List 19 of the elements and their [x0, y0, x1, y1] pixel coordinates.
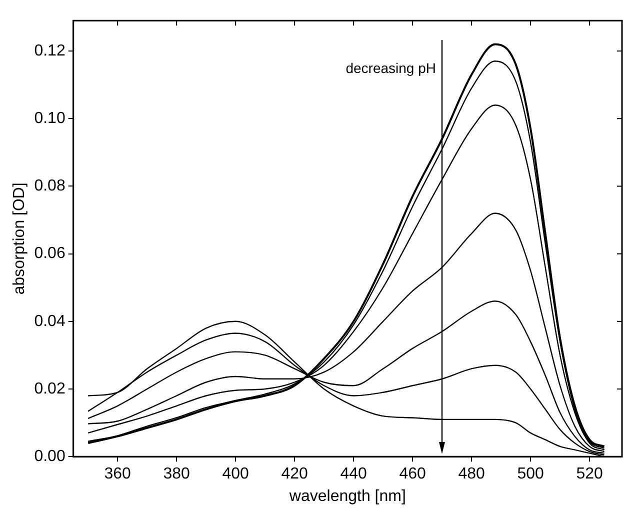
x-tick-label: 360	[104, 466, 132, 483]
y-tick-label: 0.10	[34, 110, 66, 128]
x-tick-label: 380	[163, 466, 190, 483]
y-axis-title: absorption [OD]	[11, 182, 28, 295]
x-tick-label: 440	[340, 466, 368, 483]
x-axis-title: wavelength [nm]	[288, 488, 406, 505]
y-tick-label: 0.02	[34, 380, 66, 398]
y-tick-label: 0.08	[34, 178, 66, 195]
x-tick-label: 400	[222, 466, 250, 483]
y-tick-label: 0.00	[34, 448, 66, 466]
x-tick-label: 460	[399, 466, 426, 483]
x-tick-label: 520	[576, 466, 603, 483]
y-tick-label: 0.04	[34, 312, 66, 330]
annotation: decreasing pH	[346, 60, 436, 76]
x-tick-label: 480	[458, 466, 486, 483]
y-tick-label: 0.06	[34, 245, 66, 262]
x-tick-label: 420	[281, 466, 308, 483]
x-tick-label: 500	[517, 466, 544, 483]
y-tick-label: 0.12	[34, 42, 66, 60]
